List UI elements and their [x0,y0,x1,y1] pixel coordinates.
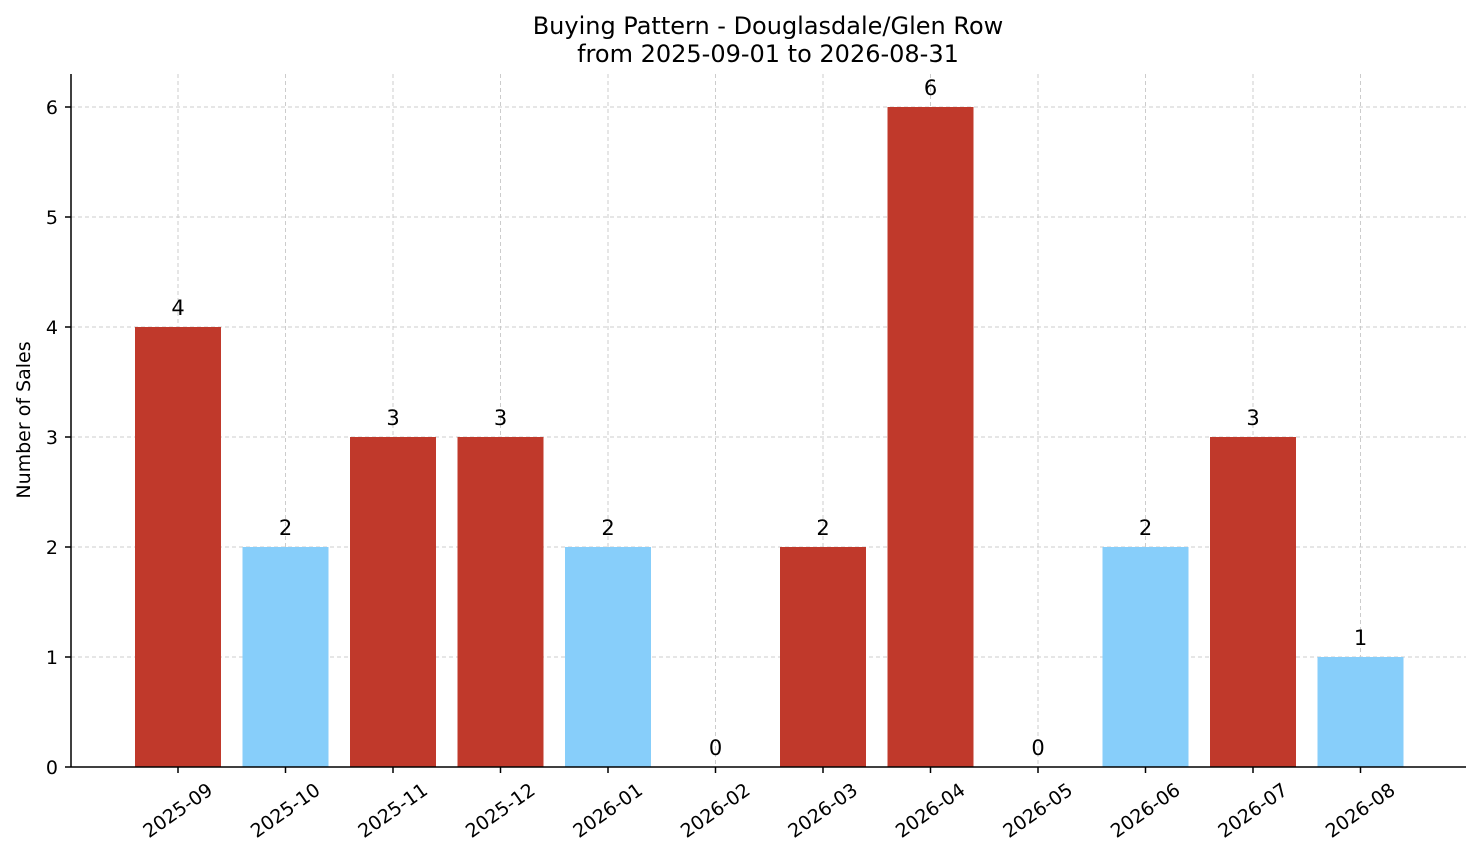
data-labels-group: 4 2 3 3 2 0 2 6 0 2 3 1 [171,76,1367,760]
y-axis-label: Number of Sales [13,341,35,498]
data-label-2026-04: 6 [924,76,937,100]
x-tick-label: 2026-04 [892,779,970,843]
bars-group [135,107,1404,767]
data-label-2026-06: 2 [1139,516,1152,540]
x-tick-label: 2025-10 [247,779,325,843]
data-label-2026-01: 2 [601,516,614,540]
bar-2026-07 [1210,437,1296,767]
x-tick-label: 2026-06 [1107,779,1185,843]
bar-2026-03 [780,547,866,767]
bar-2026-06 [1102,547,1189,767]
data-label-2026-03: 2 [816,516,829,540]
data-label-2025-11: 3 [386,406,399,430]
y-tick-label: 2 [46,537,58,559]
bar-2026-01 [565,547,651,767]
x-tick-label: 2026-08 [1322,779,1400,843]
x-tick-label: 2026-03 [784,779,862,843]
data-label-2025-10: 2 [279,516,292,540]
data-label-2026-08: 1 [1354,626,1367,650]
y-tick-label: 4 [46,317,58,339]
data-label-2026-05: 0 [1031,736,1044,760]
data-label-2025-12: 3 [494,406,507,430]
bar-2025-10 [242,547,329,767]
data-label-2026-07: 3 [1246,406,1259,430]
y-tick-label: 5 [46,207,58,229]
bar-2025-12 [457,437,544,767]
x-tick-label: 2026-07 [1214,779,1292,843]
chart-title-line1: Buying Pattern - Douglasdale/Glen Row [533,12,1004,40]
x-tick-label: 2026-01 [569,779,647,843]
data-label-2026-02: 0 [709,736,722,760]
bar-2025-09 [135,327,221,767]
x-tick-label: 2026-05 [999,779,1077,843]
y-tick-label: 0 [46,757,58,779]
chart-title-line2: from 2025-09-01 to 2026-08-31 [577,40,959,68]
x-tick-label: 2025-12 [462,779,540,843]
y-tick-label: 6 [46,97,58,119]
x-tick-label: 2025-11 [354,779,432,843]
bar-2025-11 [350,437,436,767]
y-tick-label: 3 [46,427,58,449]
bar-2026-04 [887,107,974,767]
y-tick-label: 1 [46,647,58,669]
x-tick-label: 2025-09 [139,779,217,843]
bar-2026-08 [1317,657,1404,767]
x-tick-label: 2026-02 [677,779,755,843]
data-label-2025-09: 4 [171,296,184,320]
